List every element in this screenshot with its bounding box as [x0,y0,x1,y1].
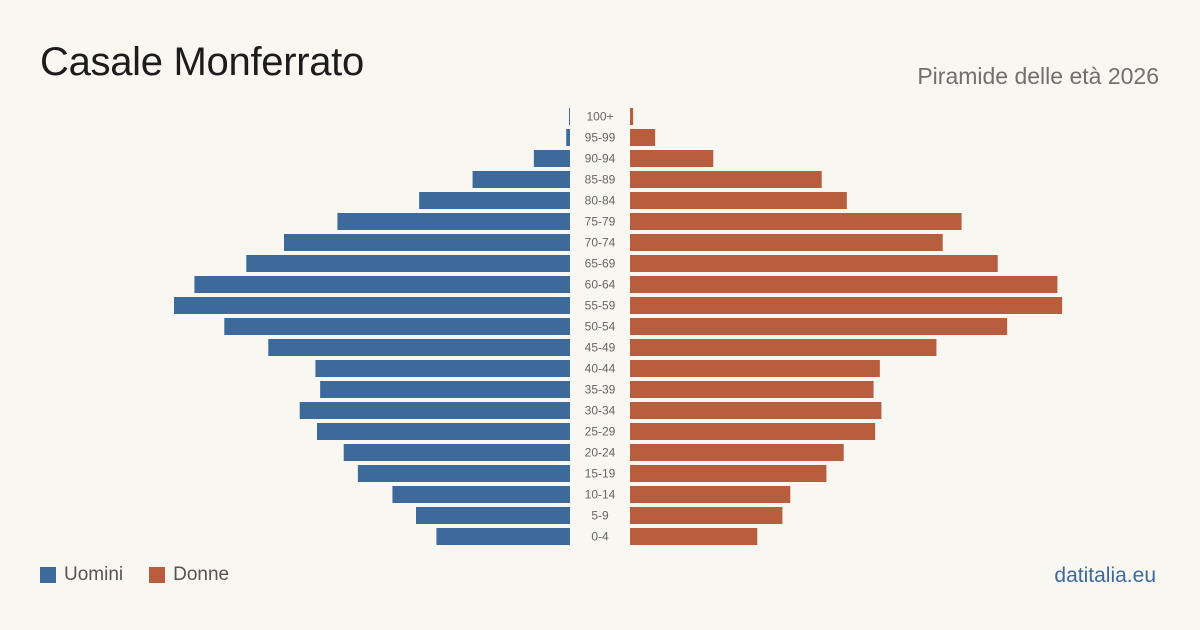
chart-title: Casale Monferrato [40,40,364,84]
bar-men-0-4 [436,528,570,545]
bar-women-85-89 [630,171,822,188]
age-group-label: 25-29 [585,425,616,439]
age-group-label: 65-69 [585,257,616,271]
bar-men-75-79 [337,213,570,230]
bar-women-30-34 [630,402,882,419]
age-group-label: 75-79 [585,215,616,229]
bar-women-80-84 [630,192,847,209]
legend-label-men: Uomini [64,564,124,585]
legend-swatch-women [149,567,166,583]
bar-men-100+ [569,108,570,125]
bar-men-35-39 [320,381,570,398]
bar-men-50-54 [224,318,571,335]
bar-women-75-79 [630,213,962,230]
bar-women-10-14 [630,486,791,503]
bar-women-0-4 [630,528,758,545]
bar-men-15-19 [357,465,570,482]
age-group-label: 30-34 [585,404,616,418]
age-group-label: 85-89 [585,173,616,187]
bar-women-15-19 [630,465,827,482]
bar-men-30-34 [299,402,570,419]
legend-label-women: Donne [173,564,230,585]
age-group-label: 15-19 [585,467,616,481]
bar-men-85-89 [472,171,570,188]
age-group-label: 90-94 [585,152,616,166]
age-group-label: 55-59 [585,299,616,313]
bar-women-70-74 [630,234,943,251]
age-group-label: 100+ [586,110,613,124]
source-link[interactable]: datitalia.eu [1054,564,1156,587]
bar-men-55-59 [174,297,570,314]
bar-men-90-94 [533,150,570,167]
age-group-label: 0-4 [591,530,609,544]
bar-women-95-99 [630,129,656,146]
bar-men-95-99 [566,129,570,146]
bar-women-20-24 [630,444,844,461]
chart-subtitle: Piramide delle età 2026 [917,63,1159,89]
age-group-label: 10-14 [585,488,616,502]
bar-women-100+ [630,108,634,125]
age-group-label: 35-39 [585,383,616,397]
age-group-label: 20-24 [585,446,616,460]
bar-men-65-69 [246,255,571,272]
bar-men-5-9 [416,507,570,524]
bar-men-80-84 [419,192,570,209]
legend-item-women: Donne [149,564,229,586]
bar-women-5-9 [630,507,783,524]
bar-men-60-64 [194,276,570,293]
bar-women-50-54 [630,318,1008,335]
bar-men-70-74 [284,234,570,251]
bar-women-60-64 [630,276,1058,293]
bar-men-45-49 [268,339,570,356]
bar-men-40-44 [315,360,570,377]
age-group-label: 80-84 [585,194,616,208]
age-group-label: 50-54 [585,320,616,334]
age-group-label: 45-49 [585,341,616,355]
bar-men-20-24 [343,444,570,461]
legend-swatch-men [40,567,56,583]
age-group-label: 60-64 [585,278,616,292]
age-group-label: 40-44 [585,362,616,376]
bar-women-90-94 [630,150,714,167]
legend-item-men: Uomini [40,564,123,586]
age-group-label: 95-99 [585,131,616,145]
bar-men-10-14 [392,486,570,503]
age-group-label: 5-9 [591,509,609,523]
bar-women-65-69 [630,255,998,272]
bar-women-35-39 [630,381,874,398]
bar-women-55-59 [630,297,1063,314]
bar-women-45-49 [630,339,937,356]
bar-women-25-29 [630,423,876,440]
age-group-label: 70-74 [585,236,616,250]
legend: Uomini Donne [40,564,229,586]
bar-men-25-29 [317,423,570,440]
bar-women-40-44 [630,360,880,377]
